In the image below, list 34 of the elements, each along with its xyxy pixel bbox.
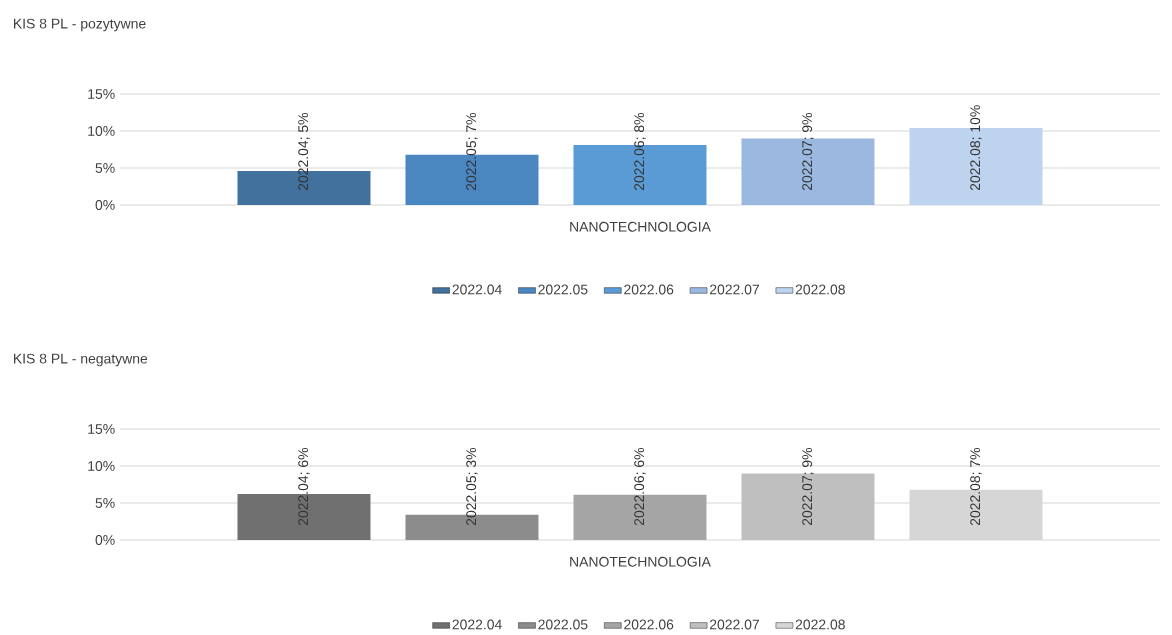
- data-label: 2022.06; 6%: [634, 447, 646, 525]
- y-tick-label: 15%: [88, 423, 115, 434]
- legend-label: 2022.08: [795, 284, 845, 295]
- data-label: 2022.04; 5%: [298, 112, 310, 190]
- y-tick-label: 10%: [88, 125, 115, 136]
- data-label: 2022.07; 9%: [802, 112, 814, 190]
- legend-label: 2022.07: [709, 284, 759, 295]
- data-label: 2022.05; 7%: [466, 112, 478, 190]
- y-tick-label: 15%: [88, 88, 115, 99]
- y-tick-label: 0%: [95, 199, 115, 210]
- legend-label: 2022.06: [624, 284, 674, 295]
- legend-label: 2022.06: [624, 619, 674, 630]
- legend-label: 2022.05: [538, 284, 588, 295]
- legend-label: 2022.07: [709, 619, 759, 630]
- data-label: 2022.07; 9%: [802, 447, 814, 525]
- y-tick-label: 5%: [95, 162, 115, 173]
- chart-title: KIS 8 PL - negatywne: [14, 353, 148, 367]
- data-label: 2022.05; 3%: [466, 447, 478, 525]
- data-label: 2022.06; 8%: [634, 112, 646, 190]
- legend-label: 2022.04: [452, 284, 502, 295]
- legend-label: 2022.08: [795, 619, 845, 630]
- bar: [741, 473, 875, 540]
- data-label: 2022.08; 7%: [970, 447, 982, 525]
- chart-title: KIS 8 PL - pozytywne: [14, 18, 146, 32]
- x-tick-label: NANOTECHNOLOGIA: [570, 556, 711, 567]
- y-tick-label: 0%: [95, 534, 115, 545]
- legend-label: 2022.04: [452, 619, 502, 630]
- bar: [741, 138, 875, 205]
- x-tick-label: NANOTECHNOLOGIA: [570, 221, 711, 232]
- y-tick-label: 5%: [95, 497, 115, 508]
- y-tick-label: 10%: [88, 460, 115, 471]
- data-label: 2022.04; 6%: [298, 447, 310, 525]
- data-label: 2022.08; 10%: [970, 105, 982, 190]
- legend-label: 2022.05: [538, 619, 588, 630]
